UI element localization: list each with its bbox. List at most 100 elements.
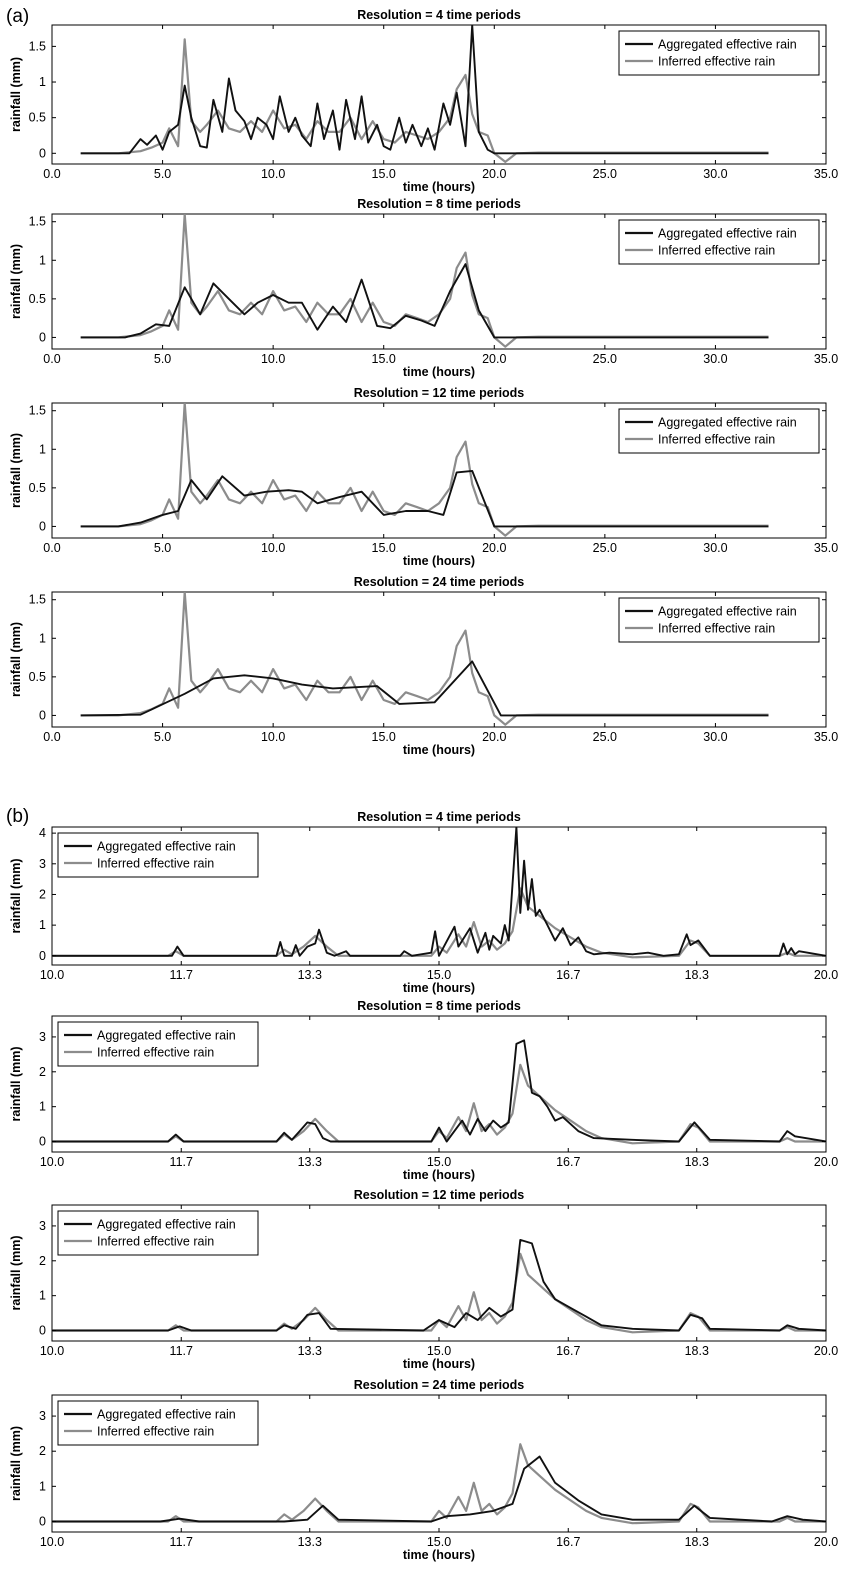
legend-entry: Inferred effective rain <box>97 1235 214 1249</box>
aggregated-series-line <box>80 469 769 528</box>
legend-box <box>618 408 820 454</box>
x-tick-label: 18.3 <box>685 1155 709 1169</box>
x-tick-label: 15.0 <box>427 1155 451 1169</box>
inferred-series-line <box>80 403 769 537</box>
x-axis-label: time (hours) <box>403 1357 475 1371</box>
x-tick-label: 5.0 <box>154 730 171 744</box>
y-axis-label: rainfall (mm) <box>9 622 23 697</box>
x-tick-label: 11.7 <box>170 1155 193 1169</box>
chart-b-2: Resolution = 8 time periods 10.0 11.7 13.3 1… <box>9 999 838 1182</box>
x-tick-label: 0.0 <box>43 730 60 744</box>
y-axis-label: rainfall (mm) <box>9 1046 23 1121</box>
aggregated-series-line <box>80 263 769 339</box>
x-tick-label: 10.0 <box>261 541 285 555</box>
legend-entry: Inferred effective rain <box>658 244 775 258</box>
x-tick-label: 20.0 <box>814 1155 838 1169</box>
x-tick-label: 20.0 <box>482 352 506 366</box>
chart-b-3: Resolution = 12 time periods 10.0 11.7 13.3… <box>9 1188 838 1371</box>
x-tick-label: 5.0 <box>154 352 171 366</box>
panel-a-label: (a) <box>6 6 29 27</box>
x-tick-label: 20.0 <box>482 541 506 555</box>
y-tick-label: 1.5 <box>29 593 46 607</box>
x-tick-label: 10.0 <box>261 352 285 366</box>
y-tick-label: 0 <box>39 1135 46 1149</box>
legend: Aggregated effective rain Inferred effect… <box>57 1400 259 1446</box>
y-tick-label: 3 <box>39 1030 46 1044</box>
x-tick-label: 25.0 <box>593 352 617 366</box>
x-axis-label: time (hours) <box>403 180 475 194</box>
legend-entry: Aggregated effective rain <box>658 416 797 430</box>
x-tick-label: 25.0 <box>593 167 617 181</box>
y-tick-label: 1 <box>39 442 46 456</box>
y-tick-label: 1.5 <box>29 404 46 418</box>
chart-title: Resolution = 8 time periods <box>357 197 521 211</box>
y-tick-label: 0 <box>39 1514 46 1528</box>
x-tick-label: 16.7 <box>556 1535 580 1549</box>
inferred-series-line <box>80 592 769 726</box>
chart-title: Resolution = 4 time periods <box>357 8 521 22</box>
y-tick-label: 0 <box>39 330 46 344</box>
chart-title: Resolution = 12 time periods <box>354 1188 525 1202</box>
legend-box <box>57 1400 259 1446</box>
aggregated-series-line <box>52 1238 826 1332</box>
x-tick-label: 0.0 <box>43 541 60 555</box>
x-tick-label: 11.7 <box>170 1535 193 1549</box>
x-tick-label: 15.0 <box>372 730 396 744</box>
x-tick-label: 0.0 <box>43 167 60 181</box>
y-tick-label: 0 <box>39 146 46 160</box>
x-tick-label: 25.0 <box>593 541 617 555</box>
x-tick-label: 11.7 <box>170 968 193 982</box>
legend: Aggregated effective rain Inferred effect… <box>618 30 820 76</box>
x-tick-label: 16.7 <box>556 968 580 982</box>
legend-entry: Aggregated effective rain <box>97 840 236 854</box>
y-tick-label: 1 <box>39 1289 46 1303</box>
x-tick-label: 30.0 <box>703 730 727 744</box>
x-tick-label: 10.0 <box>40 1535 64 1549</box>
legend-box <box>618 597 820 643</box>
y-tick-label: 0 <box>39 708 46 722</box>
x-tick-label: 18.3 <box>685 1535 709 1549</box>
legend-box <box>57 1021 259 1067</box>
x-tick-label: 10.0 <box>40 968 64 982</box>
chart-a-4: Resolution = 24 time periods 0.0 5.0 10.0 15… <box>9 575 838 757</box>
chart-b-4: Resolution = 24 time periods 10.0 11.7 13.3… <box>9 1378 838 1562</box>
x-axis-label: time (hours) <box>403 981 475 995</box>
x-tick-label: 16.7 <box>556 1155 580 1169</box>
y-tick-label: 1 <box>39 918 46 932</box>
x-tick-label: 18.3 <box>685 968 709 982</box>
x-axis-label: time (hours) <box>403 1168 475 1182</box>
x-tick-label: 25.0 <box>593 730 617 744</box>
legend-box <box>57 1210 259 1256</box>
y-tick-label: 3 <box>39 1219 46 1233</box>
y-tick-label: 0 <box>39 519 46 533</box>
legend-entry: Inferred effective rain <box>658 622 775 636</box>
x-tick-label: 13.3 <box>298 1344 322 1358</box>
legend-box <box>618 219 820 265</box>
chart-a-3: Resolution = 12 time periods 0.0 5.0 10.0 15… <box>9 386 838 568</box>
x-tick-label: 13.3 <box>298 968 322 982</box>
x-axis-label: time (hours) <box>403 743 475 757</box>
legend: Aggregated effective rain Inferred effect… <box>57 832 259 878</box>
legend: Aggregated effective rain Inferred effect… <box>57 1210 259 1256</box>
x-tick-label: 20.0 <box>814 1344 838 1358</box>
x-tick-label: 10.0 <box>40 1344 64 1358</box>
x-tick-label: 10.0 <box>261 730 285 744</box>
legend-entry: Aggregated effective rain <box>97 1218 236 1232</box>
x-tick-label: 20.0 <box>482 730 506 744</box>
x-tick-label: 15.0 <box>372 352 396 366</box>
legend-entry: Inferred effective rain <box>658 55 775 69</box>
legend-entry: Inferred effective rain <box>97 857 214 871</box>
x-tick-label: 35.0 <box>814 730 838 744</box>
aggregated-series-line <box>80 25 769 155</box>
x-tick-label: 20.0 <box>814 968 838 982</box>
x-tick-label: 15.0 <box>372 167 396 181</box>
legend-entry: Inferred effective rain <box>97 1425 214 1439</box>
inferred-series-line <box>80 38 769 163</box>
aggregated-series-line <box>80 660 769 717</box>
y-tick-label: 1 <box>39 253 46 267</box>
y-tick-label: 1 <box>39 75 46 89</box>
y-axis-label: rainfall (mm) <box>9 244 23 319</box>
legend-entry: Aggregated effective rain <box>658 227 797 241</box>
aggregated-series-line <box>52 1039 826 1143</box>
y-axis-label: rainfall (mm) <box>9 1426 23 1501</box>
